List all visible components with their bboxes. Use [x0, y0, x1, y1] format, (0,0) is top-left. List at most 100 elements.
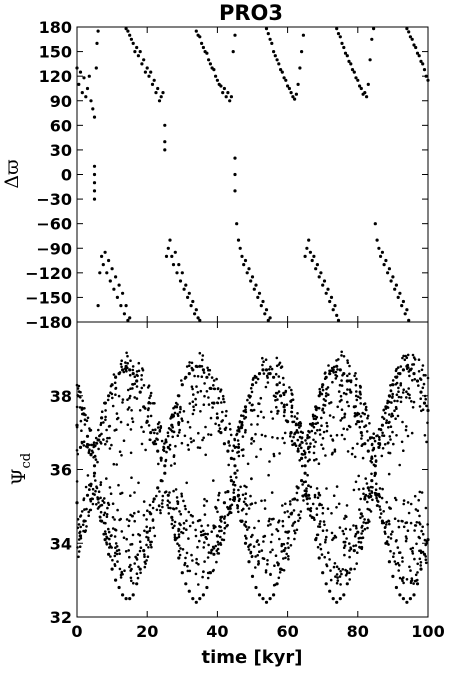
- data-point: [139, 571, 142, 575]
- data-point: [233, 172, 237, 177]
- data-point: [392, 552, 396, 555]
- data-point: [406, 529, 410, 532]
- data-point: [122, 370, 126, 374]
- data-point: [180, 492, 183, 496]
- data-point: [250, 502, 254, 506]
- data-point: [97, 501, 100, 504]
- data-point: [367, 518, 370, 522]
- data-point: [244, 534, 247, 538]
- data-point: [421, 532, 425, 536]
- data-point: [178, 410, 182, 414]
- data-point: [236, 445, 241, 449]
- data-point: [359, 516, 362, 520]
- data-point: [194, 29, 198, 33]
- data-point: [147, 424, 151, 427]
- data-point: [250, 436, 254, 440]
- data-point: [330, 453, 334, 456]
- data-point: [102, 533, 106, 536]
- data-point: [286, 542, 289, 545]
- data-point: [223, 517, 226, 520]
- data-point: [391, 414, 395, 418]
- data-point: [293, 529, 296, 533]
- data-point: [327, 551, 330, 554]
- data-point: [358, 384, 362, 388]
- data-point: [106, 436, 109, 440]
- data-point: [179, 547, 182, 550]
- data-point: [166, 434, 170, 438]
- y-tick-label: −60: [36, 215, 72, 234]
- data-point: [147, 536, 150, 540]
- data-point: [381, 415, 384, 419]
- data-point: [161, 91, 165, 95]
- data-point: [282, 405, 286, 409]
- data-point: [196, 316, 200, 320]
- data-point: [310, 429, 314, 433]
- data-point: [325, 563, 328, 566]
- data-point: [166, 246, 170, 250]
- top-panel-y-label: Δϖ: [1, 159, 23, 188]
- data-point: [346, 359, 349, 362]
- data-point: [229, 95, 233, 99]
- data-point: [140, 62, 144, 66]
- data-point: [108, 279, 112, 283]
- data-point: [399, 400, 403, 404]
- data-point: [218, 427, 222, 430]
- data-point: [249, 408, 253, 412]
- data-point: [404, 428, 408, 432]
- data-point: [272, 593, 276, 597]
- data-point: [81, 523, 85, 527]
- data-point: [99, 483, 102, 487]
- data-point: [264, 434, 267, 438]
- data-point: [380, 519, 384, 523]
- data-point: [362, 492, 365, 496]
- data-point: [135, 45, 139, 50]
- data-point: [373, 474, 377, 478]
- data-point: [281, 519, 285, 523]
- data-point: [385, 520, 388, 524]
- data-point: [77, 550, 81, 553]
- data-point: [168, 238, 172, 242]
- data-point: [136, 576, 140, 580]
- data-point: [163, 123, 167, 127]
- data-point: [87, 74, 91, 78]
- data-point: [405, 390, 408, 394]
- data-point: [118, 552, 121, 555]
- data-point: [315, 487, 319, 490]
- data-point: [370, 479, 374, 483]
- data-point: [206, 532, 209, 536]
- data-point: [89, 498, 92, 501]
- data-point: [315, 513, 319, 516]
- data-point: [384, 411, 387, 415]
- data-point: [417, 54, 421, 58]
- data-point: [423, 538, 427, 542]
- data-point: [159, 456, 163, 460]
- data-point: [324, 582, 328, 586]
- data-point: [296, 438, 300, 442]
- data-point: [158, 490, 161, 493]
- data-point: [156, 449, 160, 453]
- data-point: [173, 250, 177, 254]
- data-point: [212, 68, 216, 72]
- data-point: [370, 37, 374, 41]
- data-point: [286, 84, 290, 88]
- data-point: [366, 449, 370, 453]
- data-point: [207, 433, 210, 436]
- data-point: [244, 497, 247, 500]
- data-point: [82, 440, 86, 444]
- data-point: [312, 445, 316, 448]
- data-point: [245, 504, 249, 507]
- data-point: [163, 140, 167, 144]
- data-point: [218, 491, 221, 495]
- data-point: [345, 569, 349, 573]
- data-point: [216, 510, 219, 514]
- data-point: [272, 452, 276, 456]
- data-point: [414, 45, 418, 50]
- data-point: [363, 527, 367, 531]
- data-point: [341, 568, 345, 571]
- data-point: [425, 404, 428, 408]
- data-point: [270, 533, 274, 536]
- data-point: [277, 62, 281, 66]
- data-point: [125, 537, 128, 541]
- data-point: [276, 409, 280, 413]
- data-point: [354, 422, 358, 426]
